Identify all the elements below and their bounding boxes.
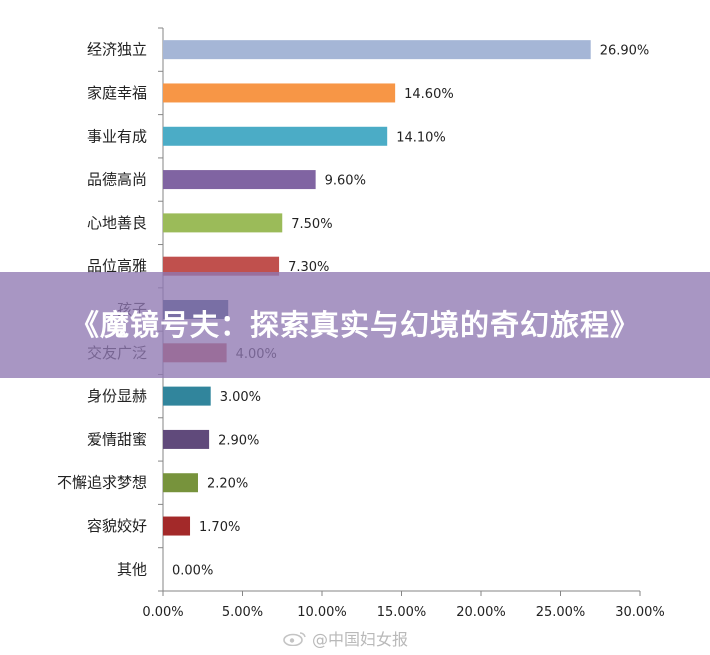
x-tick-label: 5.00% (222, 605, 263, 620)
data-label: 0.00% (172, 563, 213, 578)
data-label: 3.00% (220, 390, 261, 405)
watermark: @中国妇女报 (282, 626, 408, 650)
category-label: 品位高雅 (87, 257, 147, 275)
data-label: 14.10% (396, 130, 446, 145)
watermark-text: @中国妇女报 (312, 630, 409, 649)
title-banner: 《魔镜号夫：探索真实与幻境的奇幻旅程》 (0, 272, 710, 378)
category-label: 品德高尚 (87, 171, 147, 189)
data-label: 7.50% (291, 217, 332, 232)
bar (163, 256, 280, 276)
data-label: 14.60% (404, 87, 454, 102)
category-label: 身份显赫 (87, 387, 147, 405)
data-label: 26.90% (600, 44, 650, 59)
weibo-icon (283, 632, 306, 646)
bar (163, 473, 198, 493)
x-tick-label: 15.00% (377, 605, 427, 620)
bar (163, 83, 396, 103)
bar (163, 213, 283, 233)
x-tick-label: 30.00% (615, 605, 665, 620)
category-label: 事业有成 (87, 127, 147, 145)
category-label: 其他 (117, 560, 147, 578)
data-label: 9.60% (325, 174, 366, 189)
category-label: 家庭幸福 (87, 84, 147, 102)
category-label: 爱情甜蜜 (87, 430, 147, 448)
bar (163, 429, 210, 449)
bar (163, 126, 388, 146)
category-label: 经济独立 (87, 41, 147, 59)
x-tick-label: 0.00% (142, 605, 183, 620)
data-label: 2.20% (207, 477, 248, 492)
x-tick-label: 10.00% (297, 605, 347, 620)
data-label: 7.30% (288, 260, 329, 275)
bar (163, 40, 591, 60)
bar (163, 170, 316, 190)
banner-title: 《魔镜号夫：探索真实与幻境的奇幻旅程》 (69, 308, 640, 342)
data-label: 1.70% (199, 520, 240, 535)
x-tick-label: 25.00% (536, 605, 586, 620)
category-label: 不懈追求梦想 (57, 474, 147, 492)
data-label: 2.90% (218, 433, 259, 448)
bar (163, 516, 191, 536)
category-label: 容貌姣好 (87, 517, 147, 535)
bar (163, 386, 211, 406)
category-label: 心地善良 (87, 214, 147, 232)
x-tick-label: 20.00% (456, 605, 506, 620)
